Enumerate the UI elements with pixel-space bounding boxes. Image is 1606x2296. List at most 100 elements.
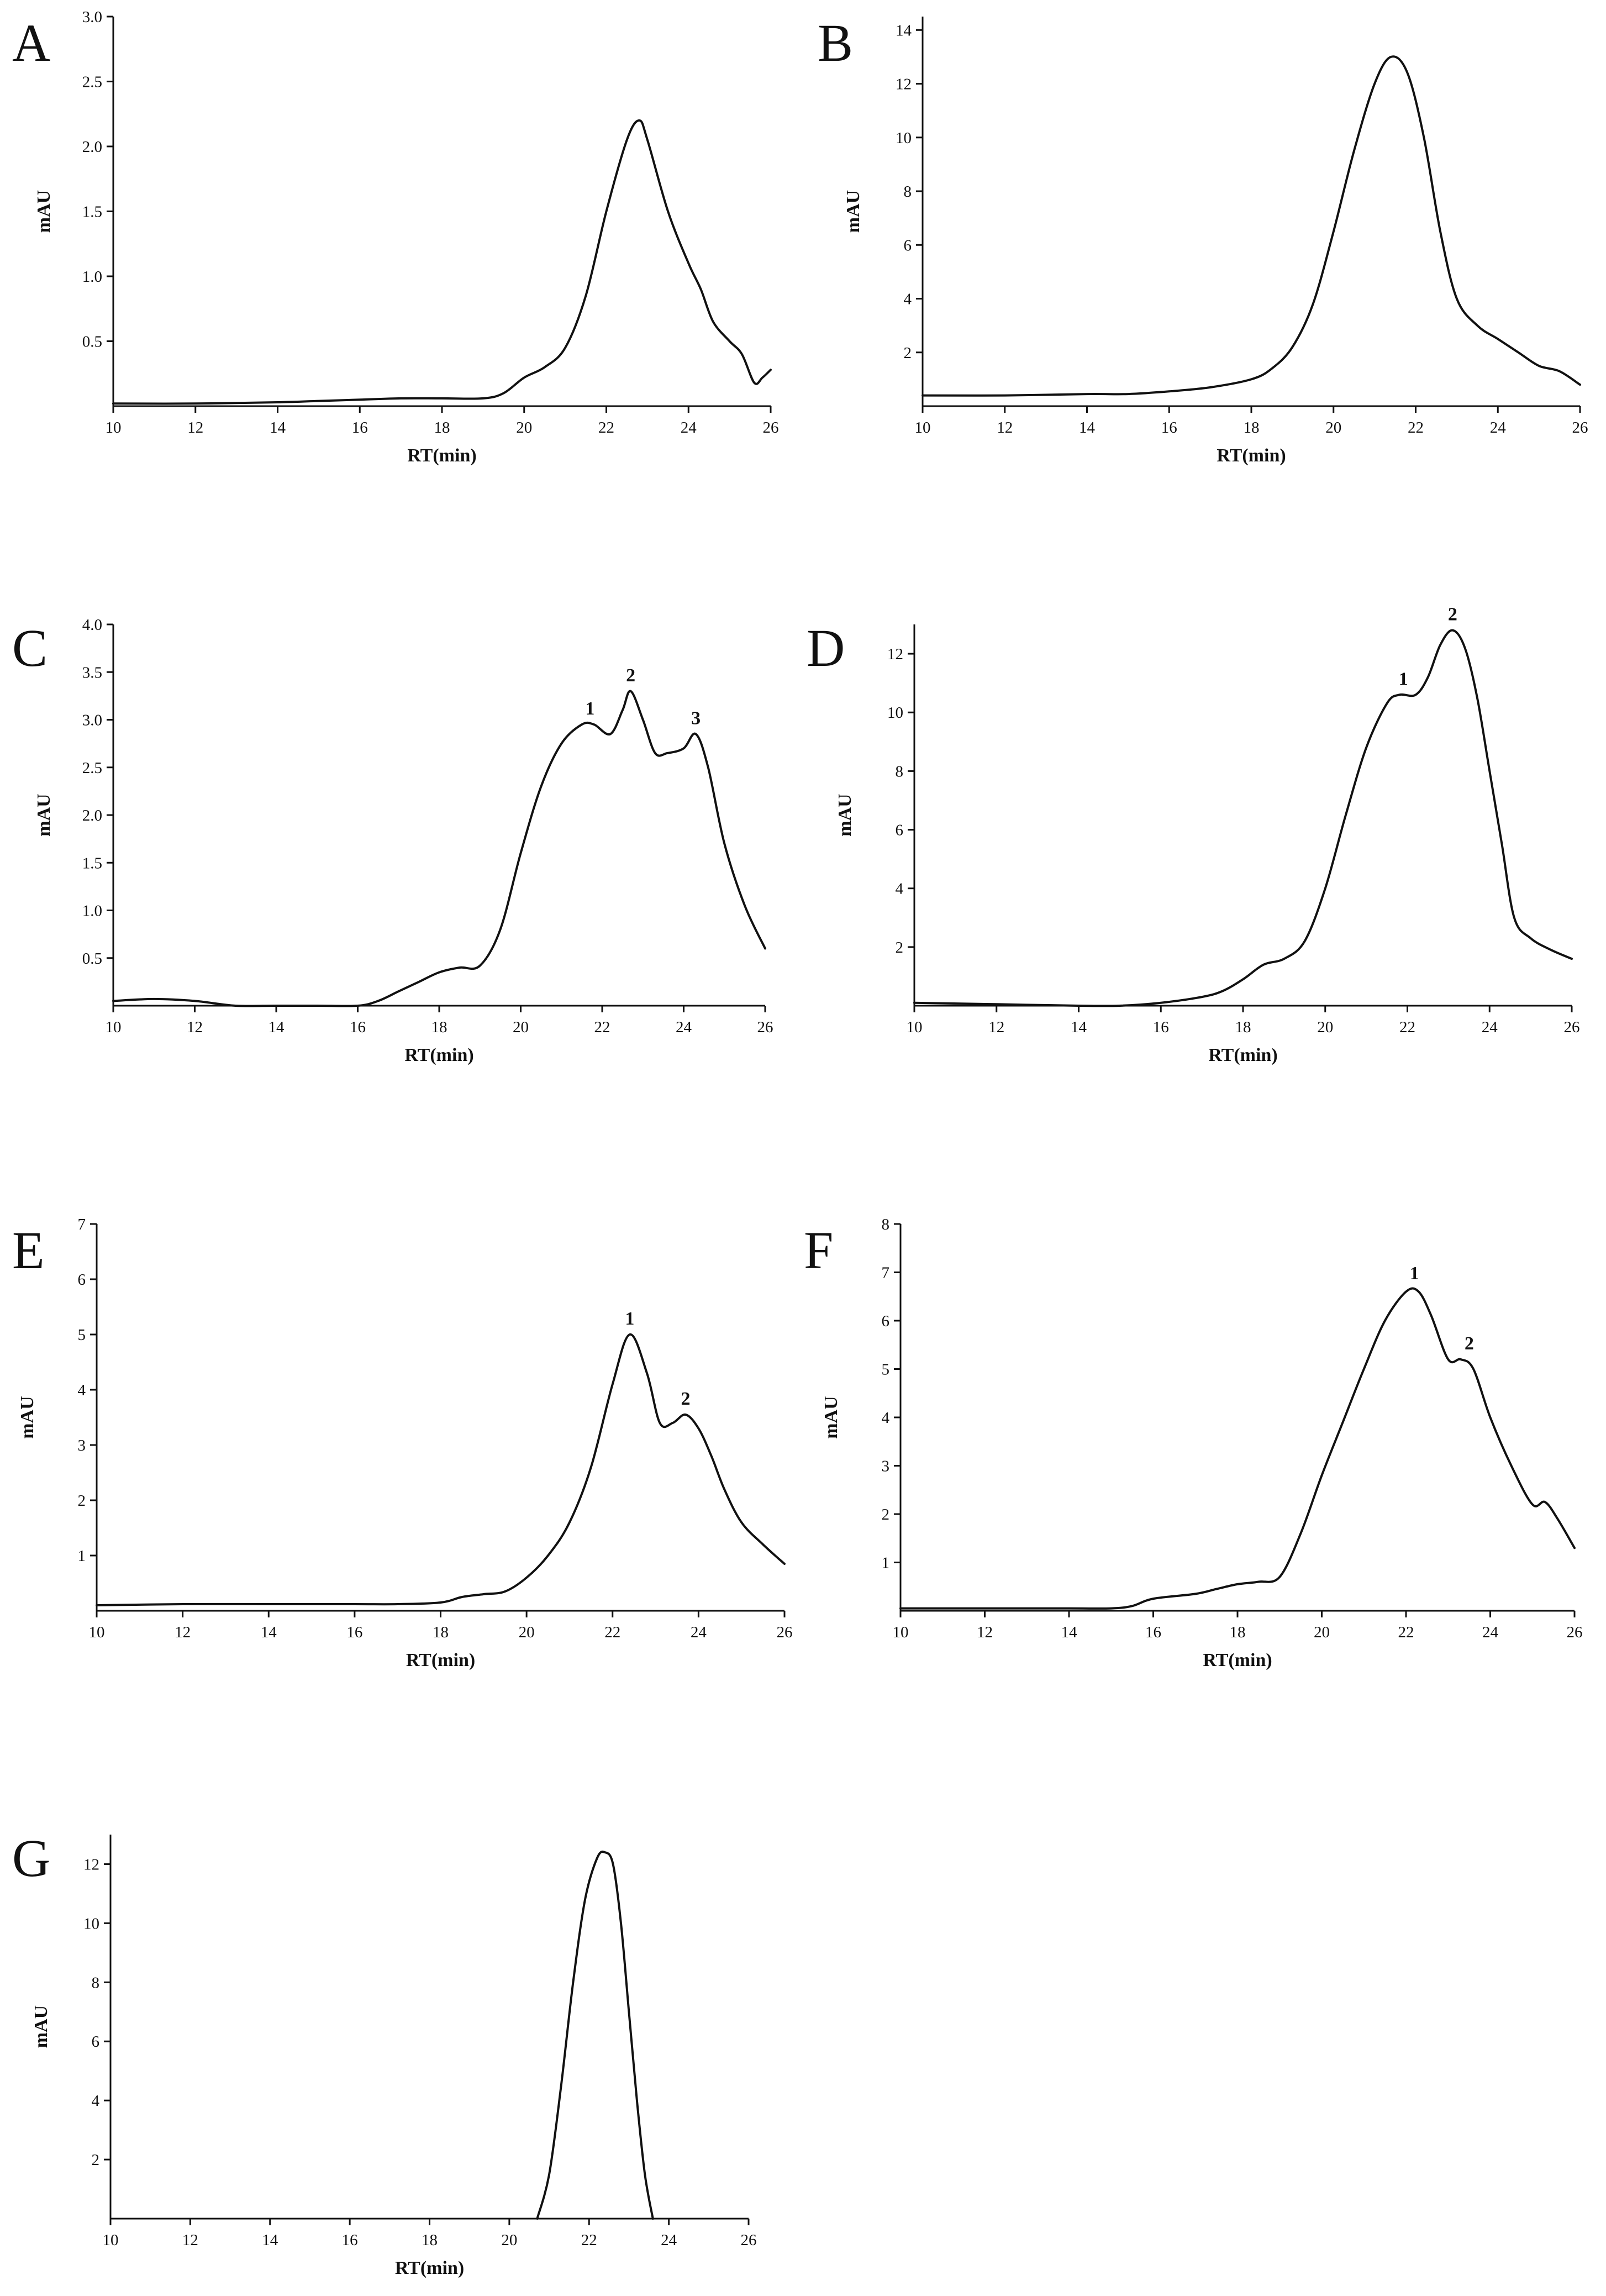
x-tick-label: 16 <box>1153 1018 1169 1036</box>
x-tick-label: 26 <box>1572 419 1588 437</box>
y-tick-label: 3.5 <box>82 664 102 681</box>
series-line-c <box>112 690 766 1007</box>
y-tick-label: 1.0 <box>82 902 102 920</box>
x-tick-label: 14 <box>1061 1624 1078 1641</box>
x-tick-label: 24 <box>681 419 697 437</box>
panel-letter: D <box>807 618 845 677</box>
y-tick-label: 1.0 <box>82 268 102 286</box>
y-tick-label: 3.0 <box>82 8 102 26</box>
panel-letter: B <box>818 13 853 72</box>
x-tick-label: 18 <box>433 1624 449 1641</box>
x-tick-label: 16 <box>1161 419 1177 437</box>
x-tick-label: 24 <box>1490 419 1507 437</box>
x-tick-label: 20 <box>1325 419 1341 437</box>
x-tick-label: 24 <box>676 1018 692 1036</box>
y-tick-label: 7 <box>882 1264 890 1282</box>
x-axis-title: RT(min) <box>407 445 476 466</box>
x-tick-label: 18 <box>422 2231 438 2249</box>
y-tick-label: 6 <box>896 822 904 839</box>
x-tick-label: 24 <box>691 1624 707 1641</box>
y-tick-label: 2.0 <box>82 138 102 156</box>
y-tick-label: 2 <box>896 939 904 957</box>
x-tick-label: 26 <box>741 2231 757 2249</box>
y-tick-label: 12 <box>887 645 903 663</box>
x-tick-label: 26 <box>777 1624 793 1641</box>
x-axis-title: RT(min) <box>395 2258 464 2278</box>
y-tick-label: 3 <box>882 1458 890 1475</box>
x-tick-label: 26 <box>757 1018 773 1036</box>
x-axis-title: RT(min) <box>404 1045 473 1065</box>
x-axis-title: RT(min) <box>406 1650 475 1670</box>
y-tick-label: 7 <box>78 1216 86 1233</box>
y-tick-label: 4 <box>882 1409 890 1427</box>
y-tick-label: 8 <box>904 183 912 201</box>
x-tick-label: 10 <box>106 419 122 437</box>
x-tick-label: 24 <box>661 2231 677 2249</box>
x-tick-label: 10 <box>103 2231 119 2249</box>
y-tick-label: 8 <box>896 763 904 780</box>
x-tick-label: 18 <box>431 1018 447 1036</box>
x-tick-label: 12 <box>187 1018 203 1036</box>
x-tick-label: 26 <box>1567 1624 1583 1641</box>
y-tick-label: 14 <box>896 22 912 39</box>
y-tick-label: 6 <box>92 2033 100 2051</box>
x-tick-label: 10 <box>89 1624 105 1641</box>
x-axis-title: RT(min) <box>1217 445 1286 466</box>
y-tick-label: 1 <box>78 1547 86 1565</box>
x-tick-label: 22 <box>1399 1018 1415 1036</box>
x-tick-label: 22 <box>1398 1624 1414 1641</box>
x-tick-label: 20 <box>519 1624 535 1641</box>
x-tick-label: 12 <box>182 2231 198 2249</box>
x-tick-label: 18 <box>1235 1018 1251 1036</box>
y-tick-label: 10 <box>887 704 903 722</box>
panel-letter: F <box>804 1221 833 1280</box>
y-tick-label: 10 <box>896 129 912 147</box>
y-tick-label: 1 <box>882 1554 890 1572</box>
y-tick-label: 8 <box>882 1216 890 1233</box>
y-tick-label: 4 <box>92 2092 100 2110</box>
peak-label: 1 <box>1399 669 1408 689</box>
series-line-f <box>899 1287 1576 1610</box>
y-tick-label: 2.5 <box>82 759 102 777</box>
y-tick-label: 6 <box>882 1312 890 1330</box>
panel-letter: E <box>12 1221 45 1280</box>
y-tick-label: 4.0 <box>82 616 102 634</box>
chart-panel-a: A 10 12 14 16 18 20 22 24 26 0.5 1.0 1.5 2.0 2.5 3.0 RT(… <box>12 8 779 466</box>
x-tick-label: 12 <box>997 419 1013 437</box>
x-tick-label: 10 <box>907 1018 923 1036</box>
x-tick-label: 12 <box>187 419 203 437</box>
x-tick-label: 16 <box>346 1624 362 1641</box>
y-tick-label: 4 <box>896 880 904 898</box>
y-tick-label: 4 <box>904 291 912 308</box>
panel-letter: A <box>12 13 50 72</box>
x-tick-label: 18 <box>1230 1624 1246 1641</box>
peak-label: 2 <box>1448 605 1457 625</box>
x-tick-label: 12 <box>988 1018 1004 1036</box>
peak-label: 3 <box>691 708 701 728</box>
x-axis-title: RT(min) <box>1208 1045 1277 1065</box>
y-axis-title: mAU <box>34 794 54 836</box>
y-tick-label: 10 <box>83 1915 99 1932</box>
y-tick-label: 2.0 <box>82 807 102 824</box>
x-tick-label: 24 <box>1482 1018 1498 1036</box>
y-tick-label: 12 <box>896 76 912 93</box>
y-axis-title: mAU <box>843 190 863 233</box>
y-tick-label: 3.0 <box>82 712 102 729</box>
y-tick-label: 2 <box>904 344 912 362</box>
x-tick-label: 20 <box>516 419 532 437</box>
x-tick-label: 10 <box>893 1624 909 1641</box>
x-tick-label: 16 <box>350 1018 366 1036</box>
panel-letter: G <box>12 1829 50 1888</box>
y-tick-label: 2 <box>78 1492 86 1510</box>
y-tick-label: 2 <box>92 2151 100 2169</box>
peak-label: 1 <box>585 698 594 719</box>
y-axis-title: mAU <box>821 1396 841 1438</box>
x-tick-label: 10 <box>915 419 931 437</box>
y-tick-label: 12 <box>83 1856 99 1873</box>
x-tick-label: 20 <box>513 1018 529 1036</box>
series-line-d <box>913 629 1573 1007</box>
